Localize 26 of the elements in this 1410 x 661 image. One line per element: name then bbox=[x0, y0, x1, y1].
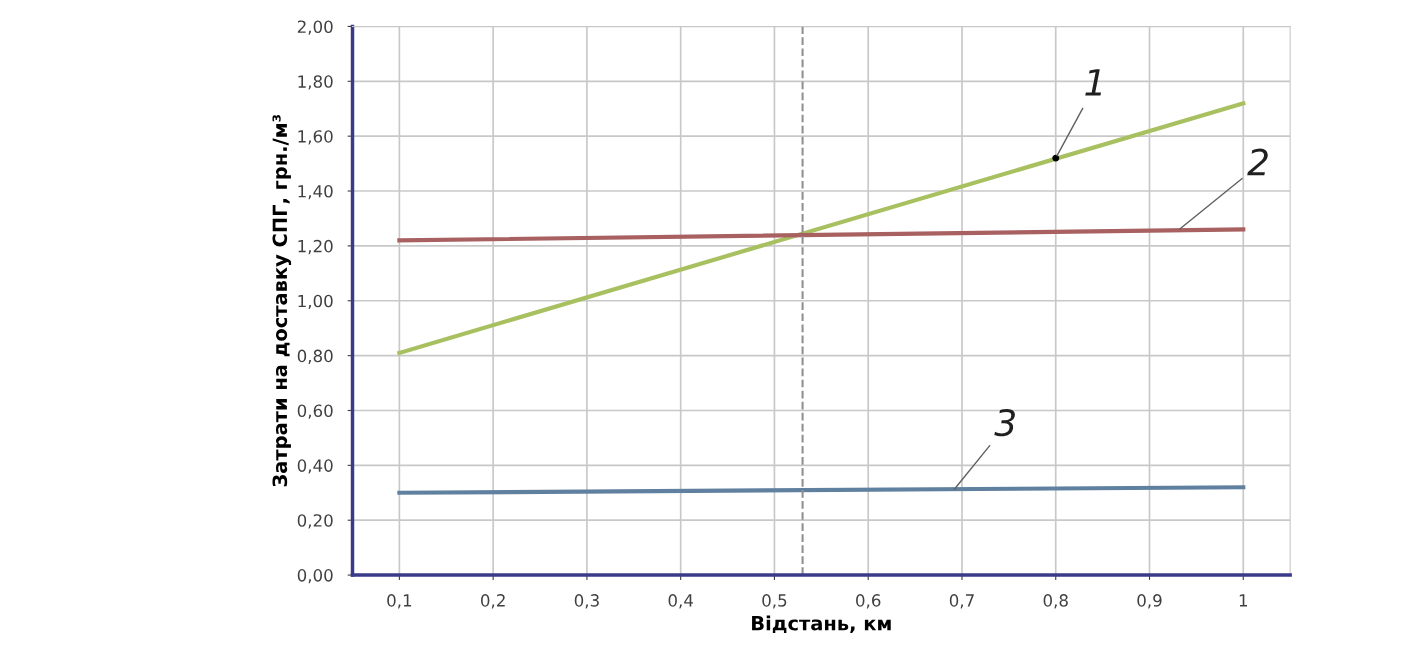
y-tick-label: 0,60 bbox=[297, 404, 333, 419]
x-tick-label: 1 bbox=[1239, 594, 1248, 607]
y-tick-label: 0,00 bbox=[297, 569, 333, 584]
x-tick-label: 0,7 bbox=[949, 594, 974, 609]
y-tick-label: 0,40 bbox=[297, 459, 333, 474]
annotation: 2 bbox=[1247, 148, 1268, 176]
y-tick-label: 2,00 bbox=[297, 20, 333, 35]
x-tick-label: 0,2 bbox=[480, 594, 505, 609]
x-tick-label: 0,1 bbox=[387, 594, 412, 609]
y-axis-title: Затрати на доставку СПГ, грн./м³ bbox=[272, 114, 292, 487]
y-tick-label: 1,40 bbox=[298, 184, 333, 200]
x-tick-label: 0,3 bbox=[574, 594, 599, 609]
y-tick-label: 1,60 bbox=[298, 130, 333, 145]
x-tick-label: 0,8 bbox=[1043, 594, 1068, 609]
y-tick-label: 1,80 bbox=[298, 75, 333, 90]
x-axis-title: Відстань, км bbox=[752, 615, 891, 634]
x-tick-label: 0,4 bbox=[668, 594, 693, 609]
annotation: 1 bbox=[1085, 69, 1102, 96]
x-tick-label: 0,6 bbox=[856, 594, 881, 609]
y-tick-label: 0,20 bbox=[297, 514, 333, 529]
y-tick-label: 0,80 bbox=[297, 349, 333, 364]
y-tick-label: 1,00 bbox=[298, 294, 333, 310]
x-tick-label: 0,9 bbox=[1137, 594, 1162, 609]
annotation: 3 bbox=[994, 409, 1015, 437]
x-tick-label: 0,5 bbox=[762, 594, 787, 609]
y-tick-label: 1,20 bbox=[298, 239, 333, 255]
